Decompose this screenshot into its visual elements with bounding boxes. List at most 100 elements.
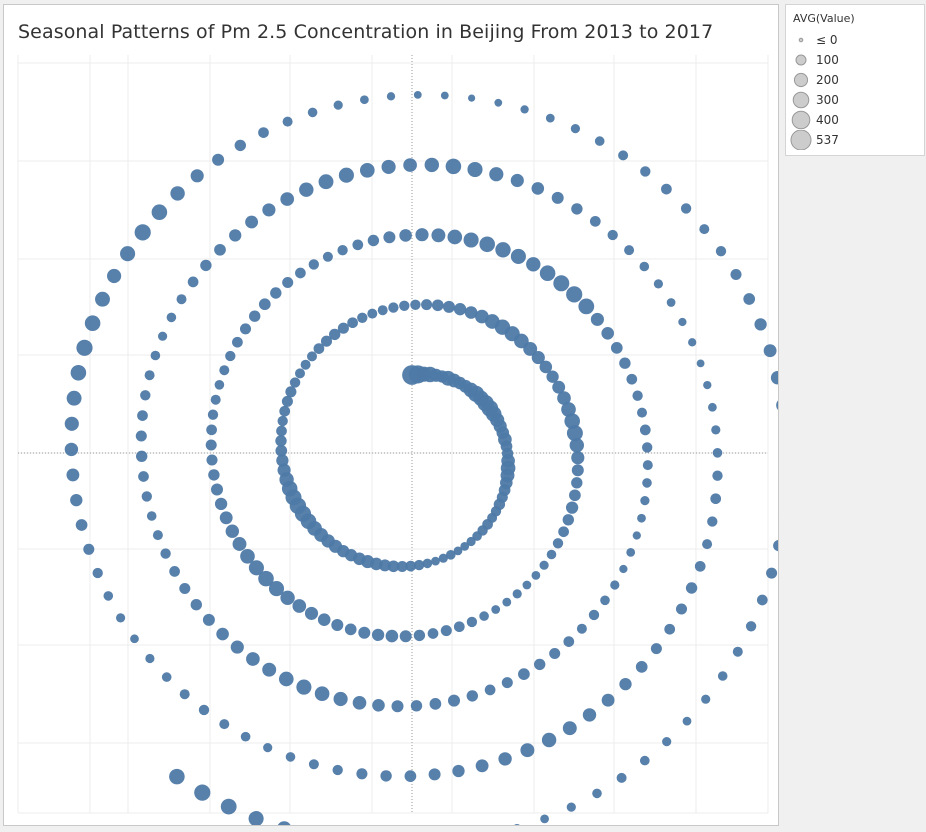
data-point	[526, 257, 541, 272]
data-point	[277, 415, 288, 427]
data-point	[565, 501, 579, 514]
data-point	[413, 559, 425, 571]
data-point	[642, 442, 653, 453]
data-point	[466, 536, 476, 547]
data-point	[210, 394, 221, 405]
data-point	[268, 581, 285, 597]
data-point	[263, 743, 273, 753]
data-point	[561, 402, 576, 417]
data-point	[610, 580, 620, 590]
data-point	[357, 312, 368, 323]
data-point	[360, 95, 369, 105]
data-point	[518, 668, 530, 680]
legend-item: 400	[786, 110, 924, 130]
data-point	[763, 344, 777, 358]
data-point	[214, 380, 225, 390]
data-point	[468, 94, 476, 102]
data-point	[675, 603, 688, 615]
legend-swatch	[791, 110, 811, 130]
data-point	[307, 107, 318, 118]
data-point	[588, 609, 600, 621]
data-point	[618, 150, 629, 161]
data-point	[447, 229, 463, 245]
data-point	[352, 239, 364, 251]
legend-swatch	[795, 54, 807, 66]
data-point	[399, 229, 412, 242]
legend-swatch	[798, 37, 804, 43]
spiral-chart	[17, 55, 778, 825]
data-point	[666, 298, 676, 307]
data-point	[514, 824, 520, 825]
data-point	[295, 368, 305, 379]
data-point	[299, 182, 314, 197]
legend-size-mark	[798, 37, 804, 43]
data-point	[616, 772, 627, 783]
data-point	[399, 300, 410, 311]
data-point	[313, 343, 325, 354]
data-point	[563, 636, 575, 647]
data-point	[134, 224, 151, 241]
data-point	[413, 91, 422, 99]
data-point	[387, 560, 400, 573]
data-point	[278, 671, 294, 687]
data-point	[475, 759, 489, 773]
data-point	[590, 312, 604, 326]
data-point	[262, 662, 277, 677]
data-point	[64, 416, 79, 431]
data-point	[558, 526, 569, 538]
data-point	[594, 136, 605, 146]
data-point	[246, 652, 260, 666]
data-point	[410, 299, 421, 310]
data-point	[600, 595, 610, 606]
data-point	[331, 619, 344, 631]
data-point	[576, 623, 587, 634]
data-point	[322, 251, 333, 262]
data-point	[531, 182, 545, 195]
data-point	[399, 630, 412, 643]
data-point	[512, 589, 522, 599]
data-point	[708, 402, 717, 412]
data-point	[206, 424, 217, 436]
data-point	[610, 342, 623, 354]
data-point	[405, 560, 417, 572]
legend-title: AVG(Value)	[793, 12, 855, 25]
data-point	[479, 611, 489, 621]
data-point	[295, 267, 306, 279]
data-point	[234, 139, 246, 152]
data-point	[498, 752, 512, 766]
data-point	[190, 169, 204, 183]
data-point	[367, 308, 378, 319]
data-point	[282, 276, 294, 289]
data-point	[380, 770, 392, 782]
data-point	[539, 560, 549, 570]
data-point	[276, 454, 289, 467]
data-point	[754, 318, 767, 331]
data-point	[467, 161, 483, 178]
data-point	[107, 268, 122, 284]
data-point	[333, 691, 348, 707]
data-point	[549, 647, 561, 660]
data-point	[75, 519, 88, 531]
data-point	[540, 814, 549, 824]
data-point	[453, 303, 467, 316]
data-point	[424, 157, 439, 173]
data-point	[391, 700, 404, 713]
data-point	[443, 300, 455, 313]
data-point	[337, 245, 348, 256]
data-point	[661, 183, 672, 195]
data-point	[292, 599, 307, 613]
data-point	[495, 242, 511, 258]
data-point	[707, 516, 718, 527]
legend-swatch	[790, 130, 812, 150]
data-point	[270, 287, 282, 299]
data-point	[464, 306, 478, 319]
data-point	[642, 460, 653, 471]
data-point	[553, 275, 570, 292]
data-point	[280, 590, 295, 605]
data-point	[169, 566, 180, 577]
data-point	[466, 690, 478, 702]
data-point	[551, 191, 564, 204]
data-point	[564, 413, 580, 429]
data-point	[70, 365, 87, 381]
data-point	[743, 293, 756, 305]
